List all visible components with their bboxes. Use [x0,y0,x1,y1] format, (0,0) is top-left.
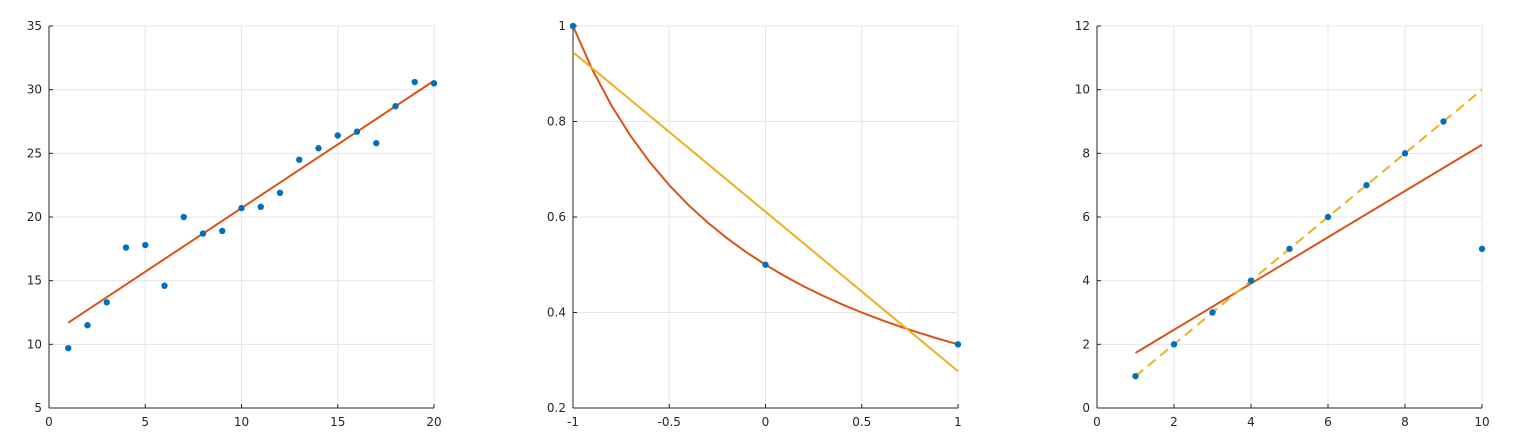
data-point [276,189,284,197]
data-point [1209,309,1216,316]
y-tick-label: 10 [27,337,42,351]
x-tick-label: 4 [1247,415,1255,429]
x-tick-label: 15 [330,415,345,429]
x-tick-label: 1 [954,415,962,429]
data-point [334,132,341,139]
data-point [353,128,361,135]
data-point [84,322,91,329]
data-point [315,145,322,152]
data-point [430,80,438,87]
series-line-2 [67,79,435,324]
y-tick-label: 6 [1082,210,1090,224]
x-tick-label: 6 [1324,415,1332,429]
x-tick-label: 0 [1093,415,1101,429]
y-tick-label: 30 [27,83,42,97]
chart-panel-3: 0 2 4 6 8 10 0 2 4 6 8 10 12 [1075,19,1490,429]
data-point [373,139,380,147]
data-point [762,261,769,268]
data-point [296,156,303,163]
data-point [219,227,226,235]
data-point [1440,118,1447,125]
data-point [1247,277,1255,284]
data-point [65,344,72,352]
x-tick-label: 0.5 [852,415,871,429]
x-tick-label: 10 [234,415,249,429]
y-tick-label: 25 [27,146,42,160]
x-tick-label: 20 [426,415,441,429]
data-point [1478,245,1486,253]
x-tick-label: 10 [1474,415,1489,429]
y-tick-label: 0.8 [547,115,566,129]
y-tick-label: 2 [1082,337,1090,351]
data-point [199,230,207,237]
y-tick-label: 0.4 [547,306,566,320]
series-line-3 [1134,88,1483,377]
data-point [142,241,149,249]
y-tick-label: 5 [34,401,42,415]
x-tick-label: -1 [567,415,579,429]
data-point [1324,213,1332,221]
series-line-3 [572,51,959,373]
data-point [103,299,110,306]
data-point [392,103,399,110]
series-line-2 [1134,143,1483,354]
y-tick-label: 4 [1082,274,1090,288]
data-point [1286,245,1293,253]
y-tick-label: 0.2 [547,401,566,415]
data-point [954,341,962,348]
data-point [180,213,187,221]
y-tick-label: 15 [27,274,42,288]
data-point [1132,372,1139,380]
x-tick-label: -0.5 [658,415,681,429]
data-point [1401,150,1409,157]
data-point [1170,341,1178,348]
data-point [569,22,577,30]
x-tick-label: 5 [141,415,149,429]
data-point [161,282,168,289]
chart-panel-2: -1 -0.5 0 0.5 1 0.2 0.4 0.6 0.8 1 [547,19,962,429]
data-point [238,204,245,212]
data-point [257,203,264,211]
x-tick-label: 8 [1401,415,1409,429]
data-point [411,78,418,86]
y-tick-label: 0 [1082,401,1090,415]
y-tick-label: 10 [1075,83,1090,97]
x-tick-label: 2 [1170,415,1178,429]
data-point [1363,181,1370,189]
y-tick-label: 35 [27,19,42,33]
x-tick-label: 0 [762,415,770,429]
y-tick-label: 1 [558,19,566,33]
y-tick-label: 0.6 [547,210,566,224]
y-tick-label: 20 [27,210,42,224]
y-tick-label: 8 [1082,146,1090,160]
data-point [122,244,130,251]
y-tick-label: 12 [1075,19,1090,33]
x-tick-label: 0 [45,415,53,429]
